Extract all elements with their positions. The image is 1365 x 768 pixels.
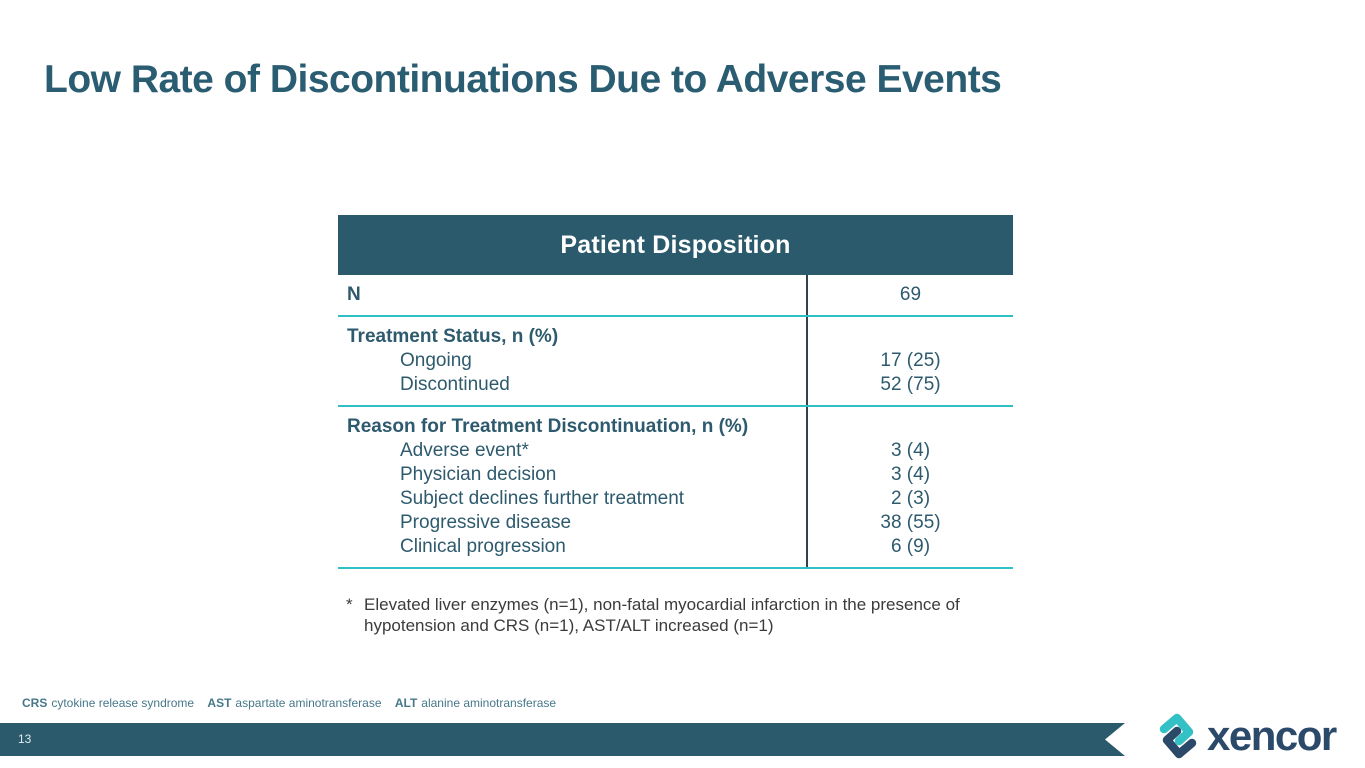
abbreviation-definition: alanine aminotransferase [421, 696, 557, 710]
abbreviation-definition: aspartate aminotransferase [235, 696, 382, 710]
row-label: Clinical progression [400, 536, 566, 557]
abbreviation-alt: ALT alanine aminotransferase [395, 696, 556, 710]
row-label: Progressive disease [400, 512, 572, 533]
abbreviation-term: AST [207, 696, 232, 710]
patient-disposition-table: Patient Disposition N 69 Treatment Statu… [338, 215, 1013, 569]
value-spacer [808, 325, 1013, 349]
row-label: Physician decision [400, 464, 557, 485]
row-label: N [347, 284, 361, 305]
abbreviation-term: CRS [22, 696, 48, 710]
xencor-logo: xencor [1150, 707, 1337, 765]
abbreviation-term: ALT [394, 696, 418, 710]
section-header: Reason for Treatment Discontinuation, n … [347, 416, 749, 437]
abbreviation-definition: cytokine release syndrome [51, 696, 195, 710]
table-row-n: N 69 [338, 275, 1013, 317]
section-treatment-status: Treatment Status, n (%) Ongoing Disconti… [338, 317, 1013, 407]
section-discontinuation-reason: Reason for Treatment Discontinuation, n … [338, 407, 1013, 569]
abbreviation-line: CRS cytokine release syndrome AST aspartat… [22, 696, 566, 710]
footnote: * Elevated liver enzymes (n=1), non-fata… [346, 594, 986, 636]
row-value: 6 (9) [890, 536, 931, 557]
section-header: Treatment Status, n (%) [347, 326, 559, 347]
row-label: Ongoing [400, 350, 472, 371]
xencor-wordmark: xencor [1207, 712, 1337, 759]
xencor-x-mark-icon [1159, 713, 1197, 759]
row-value: 17 (25) [880, 350, 941, 371]
row-label: Discontinued [400, 374, 510, 395]
footnote-marker: * [346, 595, 353, 614]
abbreviation-crs: CRS cytokine release syndrome [22, 696, 194, 710]
row-value: 3 (4) [890, 440, 931, 461]
footer-bar: 13 [0, 723, 1125, 756]
row-label: Adverse event* [400, 440, 529, 461]
page-title: Low Rate of Discontinuations Due to Adve… [44, 58, 1002, 101]
row-value: 52 (75) [880, 374, 941, 395]
table-title: Patient Disposition [338, 215, 1013, 275]
row-value: 2 (3) [890, 488, 931, 509]
row-value: 3 (4) [890, 464, 931, 485]
row-value: 38 (55) [880, 512, 941, 533]
row-label: Subject declines further treatment [400, 488, 685, 509]
abbreviation-ast: AST aspartate aminotransferase [207, 696, 381, 710]
row-value: 69 [899, 284, 922, 305]
value-spacer [808, 415, 1013, 439]
footnote-text: Elevated liver enzymes (n=1), non-fatal … [364, 595, 960, 635]
page-number: 13 [18, 732, 32, 746]
